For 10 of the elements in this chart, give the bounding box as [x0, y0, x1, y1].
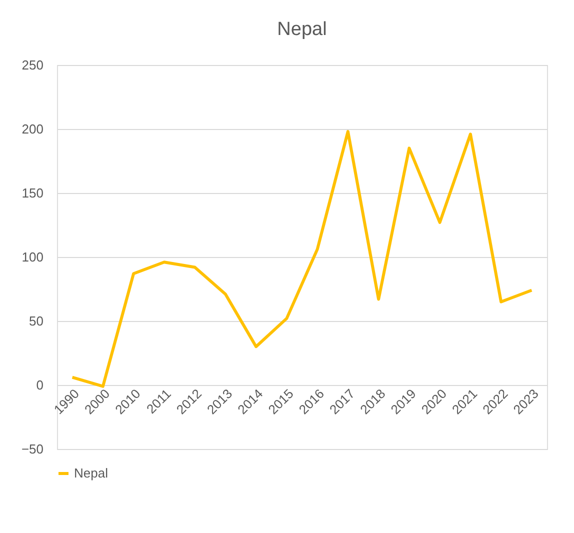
- legend-label: Nepal: [74, 466, 108, 480]
- y-tick-label: 250: [22, 58, 44, 72]
- line-series: [70, 130, 534, 388]
- y-tick-label: −50: [21, 442, 44, 456]
- y-tick-label: 0: [36, 378, 44, 392]
- y-tick-label: 150: [22, 186, 44, 200]
- y-tick-label: 50: [29, 314, 44, 328]
- y-tick-label: 200: [22, 122, 44, 136]
- chart-title: Nepal: [277, 19, 327, 40]
- y-tick-label: 100: [22, 250, 44, 264]
